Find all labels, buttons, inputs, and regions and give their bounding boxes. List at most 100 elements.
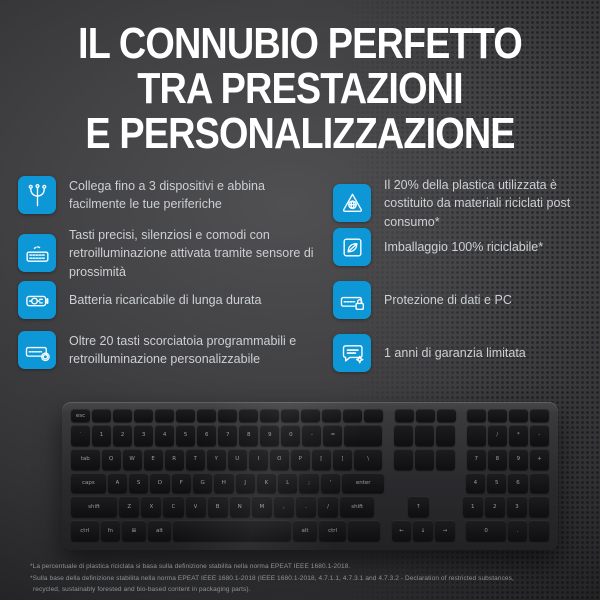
keyboard-key: . <box>507 520 528 541</box>
keyboard-key: M <box>251 496 272 518</box>
keyboard-key <box>175 409 195 422</box>
keyboard-key <box>528 496 550 518</box>
keyboard-key <box>394 409 414 422</box>
keyboard-key: = <box>323 425 343 446</box>
keyboard-key: H <box>214 472 234 494</box>
keyboard-key: 8 <box>487 448 507 470</box>
keyboard-key <box>466 425 486 446</box>
keyboard-key: T <box>185 448 205 470</box>
keyboard-key: P <box>290 448 310 470</box>
programmable-keys-icon <box>18 331 56 369</box>
keyboard-key: 6 <box>197 425 217 446</box>
keyboard-key <box>196 409 216 422</box>
keyboard-key: ] <box>332 448 352 470</box>
keyboard-key <box>280 409 300 422</box>
keyboard-key: esc <box>71 409 90 422</box>
feature-item-data-protection: Protezione di dati e PC <box>333 281 600 319</box>
keyboard-key: 3 <box>506 496 527 518</box>
keyboard-key: R <box>164 448 184 470</box>
rechargeable-battery-icon <box>18 281 56 319</box>
keyboard-key: 2 <box>484 496 505 518</box>
keyboard-key: alt <box>147 520 172 541</box>
keyboard-key <box>348 520 380 541</box>
keyboard-key: 0 <box>281 425 301 446</box>
keyboard-key: B <box>207 496 228 518</box>
keyboard-key: [ <box>311 448 331 470</box>
keyboard-key: → <box>434 520 455 541</box>
keyboard-key <box>436 425 456 446</box>
footnote-line: *Sulla base della definizione stabilita … <box>30 574 514 582</box>
keyboard-key: D <box>150 472 170 494</box>
keyboard-key: 1 <box>462 496 483 518</box>
keyboard-key: ` <box>71 425 91 446</box>
keyboard-key: G <box>192 472 213 494</box>
page-title-line-1: IL CONNUBIO PERFETTO <box>78 19 523 68</box>
keyboard-key <box>436 448 456 470</box>
data-protection-icon <box>333 281 371 319</box>
keyboard-key: ↑ <box>408 496 429 518</box>
keyboard-key <box>133 409 153 422</box>
keyboard-key <box>364 409 384 422</box>
feature-item-battery: Batteria ricaricabile di lunga durata <box>18 281 339 319</box>
keyboard-key: ' <box>320 472 340 494</box>
keyboard-key: shift <box>71 496 118 518</box>
feature-text: Collega fino a 3 dispositivi e abbina fa… <box>69 178 265 211</box>
keyboard-key <box>154 409 174 422</box>
keyboard-key <box>343 409 363 422</box>
footnotes: *La percentuale di plastica riciclata si… <box>30 561 514 596</box>
keyboard-key: O <box>269 448 289 470</box>
keyboard-key: L <box>278 472 298 494</box>
keyboard-key: ctrl <box>318 520 347 541</box>
product-keyboard: esc ` 1 2 3 4 5 6 7 8 9 0- = / * - tab Q W E R T Y U I O P[] \ 7 8 9 + c… <box>62 402 558 550</box>
feature-item-warranty: 1 anni di garanzia limitata <box>333 334 600 372</box>
keyboard-key: alt <box>293 520 317 541</box>
keyboard-key: caps <box>71 472 106 494</box>
keyboard-key <box>259 409 279 422</box>
keyboard-key: shift <box>340 496 375 518</box>
keyboard-key: \ <box>353 448 383 470</box>
keyboard-key <box>529 520 550 541</box>
keyboard-key: S <box>129 472 149 494</box>
keyboard-key: 2 <box>113 425 133 446</box>
keyboard-key <box>217 409 237 422</box>
keyboard-key: / <box>318 496 339 518</box>
keyboard-key <box>322 409 342 422</box>
keyboard-key: ⊞ <box>122 520 146 541</box>
keyboard-key: 8 <box>239 425 259 446</box>
keyboard-key: Q <box>101 448 121 470</box>
keyboard-key: 5 <box>487 472 507 494</box>
keyboard-key <box>91 409 111 422</box>
keyboard-key: . <box>295 496 317 518</box>
keyboard-key: F <box>171 472 191 494</box>
feature-item-recycled-plastic: Il 20% della plastica utilizzata è costi… <box>333 176 596 231</box>
warranty-icon <box>333 334 371 372</box>
keyboard-key: 0 <box>466 520 506 541</box>
keyboard-key: Z <box>119 496 140 518</box>
keyboard-key: U <box>227 448 247 470</box>
keyboard-key: 7 <box>466 448 486 470</box>
feature-item-multi-device: Collega fino a 3 dispositivi e abbina fa… <box>18 176 311 214</box>
keyboard-key <box>530 409 550 422</box>
keyboard-key: tab <box>71 448 100 470</box>
footnote-line: *La percentuale di plastica riciclata si… <box>30 563 351 570</box>
feature-item-backlit-keys: Tasti precisi, silenziosi e comodi con r… <box>18 226 321 281</box>
keyboard-key: ↓ <box>413 520 433 541</box>
page-title-line-3: E PERSONALIZZAZIONE <box>85 109 515 158</box>
keyboard-key <box>509 409 529 422</box>
keyboard-key: X <box>141 496 162 518</box>
keyboard-key: 3 <box>134 425 154 446</box>
keyboard-key <box>529 472 549 494</box>
keyboard-key: 6 <box>508 472 528 494</box>
keyboard-key: I <box>248 448 268 470</box>
keyboard-key <box>344 425 383 446</box>
page-title: IL CONNUBIO PERFETTO TRA PRESTAZIONI E P… <box>0 21 600 156</box>
keyboard-key <box>394 448 414 470</box>
recycled-plastic-icon <box>333 184 371 223</box>
keyboard-key <box>301 409 321 422</box>
keyboard-key: 4 <box>465 472 486 494</box>
keyboard-key <box>238 409 258 422</box>
feature-text: Il 20% della plastica utilizzata è costi… <box>384 178 571 229</box>
keyboard-key <box>112 409 132 422</box>
backlit-keyboard-icon <box>18 234 56 273</box>
